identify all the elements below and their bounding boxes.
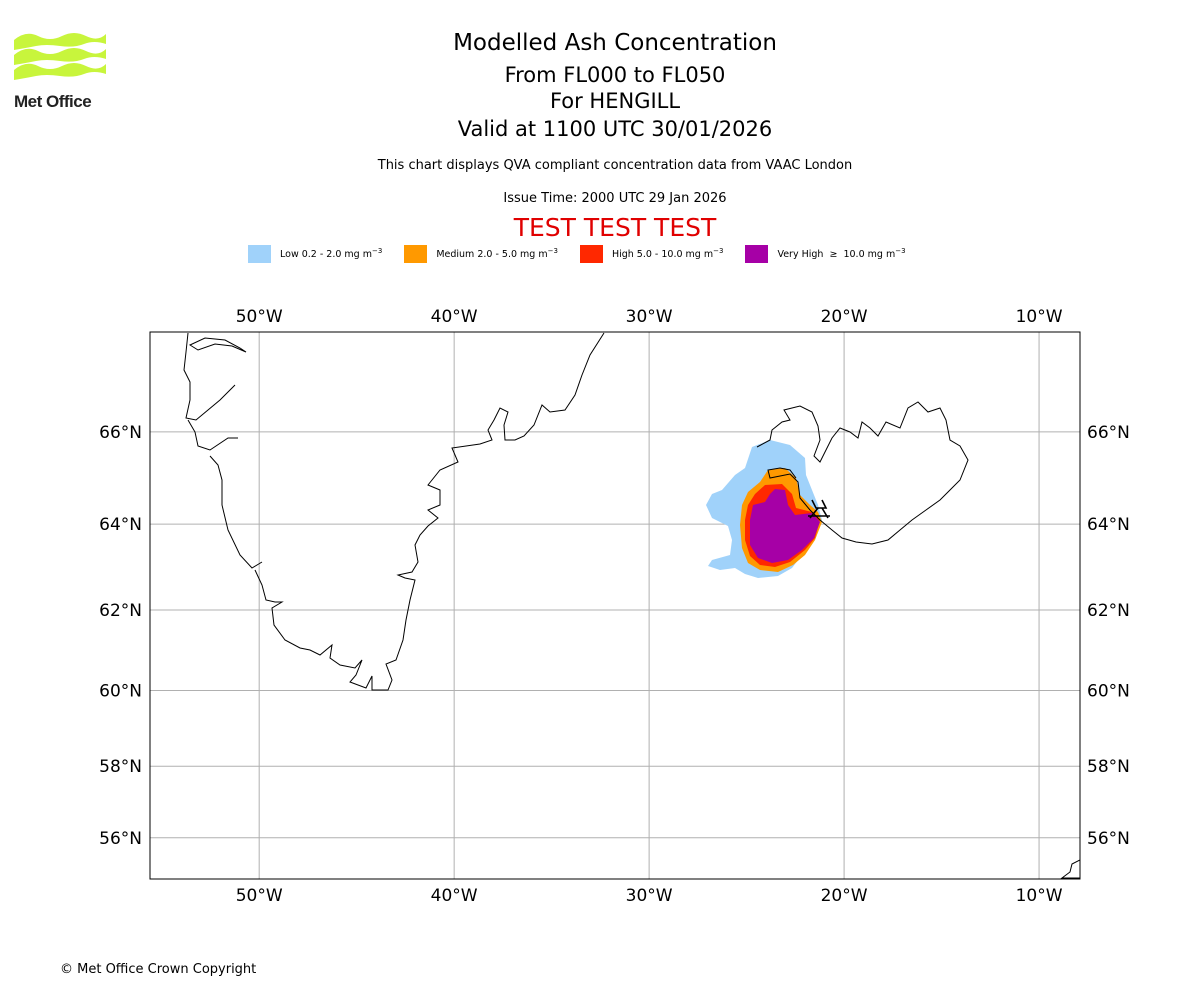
lon-tick-label-bottom: 10°W — [1016, 886, 1063, 906]
logo-brand-text: Met Office — [14, 92, 92, 111]
legend-item-low: Low 0.2 - 2.0 mg m−3 — [248, 245, 382, 263]
lon-tick-label-top: 40°W — [431, 307, 478, 327]
test-banner: TEST TEST TEST — [513, 213, 717, 242]
legend-label-high: High 5.0 - 10.0 mg m−3 — [611, 247, 724, 261]
legend-label-low: Low 0.2 - 2.0 mg m−3 — [280, 247, 383, 261]
legend-swatch-low — [248, 245, 271, 263]
flight-level-range: From FL000 to FL050 — [504, 63, 726, 87]
lon-tick-label-top: 30°W — [626, 307, 673, 327]
legend-label-medium: Medium 2.0 - 5.0 mg m−3 — [436, 247, 558, 261]
lat-tick-label-right: 64°N — [1087, 515, 1130, 535]
lat-tick-label-right: 66°N — [1087, 423, 1130, 443]
legend-label-very-high: Very High ≥ 10.0 mg m−3 — [777, 247, 906, 261]
lat-tick-label-left: 58°N — [99, 757, 142, 777]
lat-tick-label-right: 56°N — [1087, 829, 1130, 849]
legend-swatch-very-high — [745, 245, 769, 263]
copyright-notice: © Met Office Crown Copyright — [60, 962, 257, 977]
ash-concentration-fields — [706, 440, 822, 578]
lon-tick-label-bottom: 50°W — [236, 886, 283, 906]
lon-tick-label-top: 50°W — [236, 307, 283, 327]
gridlines — [150, 332, 1080, 879]
met-office-waves-icon — [14, 33, 106, 80]
legend-swatch-high — [579, 245, 603, 263]
lat-tick-label-left: 62°N — [99, 601, 142, 621]
tick-labels: 50°W 50°W 40°W 40°W 30°W 30°W 20°W 20°W 10°W 10°W… — [99, 307, 1130, 906]
lat-tick-label-right: 60°N — [1087, 681, 1130, 701]
coastlines — [183, 332, 1080, 879]
ash-very-high-region — [750, 489, 820, 563]
map-frame — [149, 331, 1081, 880]
lat-tick-label-right: 58°N — [1087, 757, 1130, 777]
issue-time: Issue Time: 2000 UTC 29 Jan 2026 — [503, 191, 727, 206]
legend-item-medium: Medium 2.0 - 5.0 mg m−3 — [404, 245, 558, 263]
lat-tick-label-left: 60°N — [99, 681, 142, 701]
coastline-greenland — [183, 332, 605, 691]
volcano-marker-icon — [808, 499, 830, 519]
valid-time: Valid at 1100 UTC 30/01/2026 — [457, 117, 773, 141]
volcano-name: For HENGILL — [549, 89, 681, 113]
lat-tick-label-left: 56°N — [99, 829, 142, 849]
coastline-greenland-island — [188, 337, 247, 353]
legend-item-high: High 5.0 - 10.0 mg m−3 — [579, 245, 724, 263]
lon-tick-label-top: 10°W — [1016, 307, 1063, 327]
lon-tick-label-bottom: 30°W — [626, 886, 673, 906]
lat-tick-label-right: 62°N — [1087, 601, 1130, 621]
coastline-scotland-corner — [1060, 859, 1080, 879]
lat-tick-label-left: 64°N — [99, 515, 142, 535]
chart-title: Modelled Ash Concentration — [453, 30, 777, 56]
lon-tick-label-top: 20°W — [821, 307, 868, 327]
qva-subtitle: This chart displays QVA compliant concen… — [377, 158, 853, 173]
legend: Low 0.2 - 2.0 mg m−3 Medium 2.0 - 5.0 mg… — [248, 244, 928, 264]
met-office-logo: Met Office — [14, 30, 110, 114]
lon-tick-label-bottom: 20°W — [821, 886, 868, 906]
legend-item-very-high: Very High ≥ 10.0 mg m−3 — [745, 245, 906, 263]
lat-tick-label-left: 66°N — [99, 423, 142, 443]
lon-tick-label-bottom: 40°W — [431, 886, 478, 906]
legend-swatch-medium — [404, 245, 428, 263]
